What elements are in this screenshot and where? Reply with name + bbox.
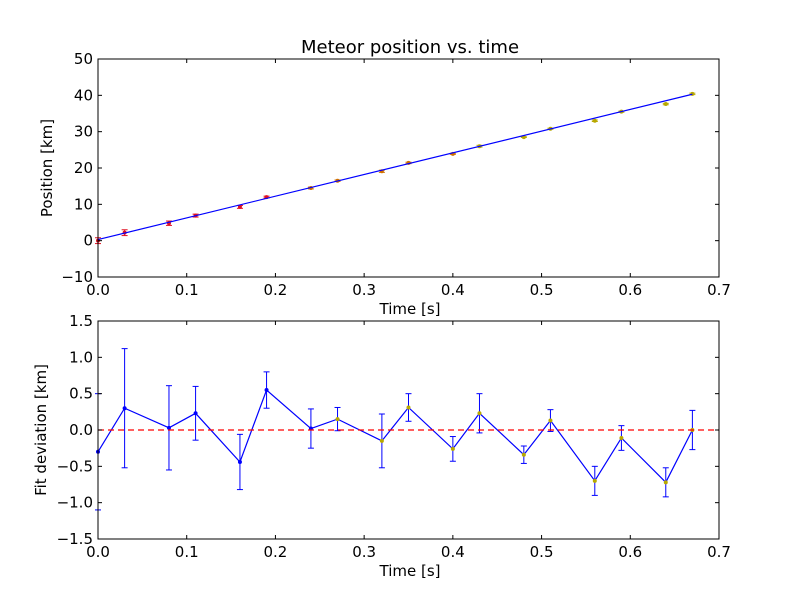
deviation-y-tick-label: 1.5 [69,312,93,330]
deviation-point [592,478,597,483]
position-y-tick-label: 10 [74,195,93,213]
position-point [690,91,695,96]
deviation-point [663,480,668,485]
deviation-point [477,411,482,416]
position-point [592,118,597,123]
position-x-tick-label: 0.5 [530,281,554,299]
position-point [237,204,242,209]
position-x-tick-label: 0.6 [618,281,642,299]
deviation-point [406,405,411,410]
position-y-tick-label: 40 [74,86,93,104]
deviation-x-tick-label: 0.7 [707,543,731,561]
deviation-plot-y-axis-label: Fit deviation [km] [32,364,50,496]
deviation-y-tick-label: 1.0 [69,348,93,366]
deviation-plot-ticks: 0.0 0.1 0.2 0.3 0.4 0.5 0.6 0.7 −1.5 −1.0 −0.5 0.0 0… [57,312,731,561]
deviation-point [237,459,242,464]
deviation-y-tick-label: −1.5 [57,530,93,548]
position-x-tick-label: 0.0 [86,281,110,299]
deviation-point [166,425,171,430]
position-x-tick-label: 0.2 [263,281,287,299]
deviation-x-tick-label: 0.4 [441,543,465,561]
deviation-x-tick-label: 0.1 [175,543,199,561]
deviation-point [521,452,526,457]
position-y-tick-label: 20 [74,159,93,177]
deviation-point [193,411,198,416]
deviation-x-tick-label: 0.0 [86,543,110,561]
position-plot-y-axis-label: Position [km] [38,119,56,217]
deviation-x-tick-label: 0.2 [263,543,287,561]
position-y-tick-label: 30 [74,123,93,141]
deviation-series-line [97,389,693,484]
position-x-tick-label: 0.3 [352,281,376,299]
linear-fit-line [97,93,693,241]
deviation-plot-x-axis-label: Time [s] [379,562,441,580]
deviation-y-tick-label: −0.5 [57,457,93,475]
position-x-tick-label: 0.4 [441,281,465,299]
deviation-point [122,406,127,411]
position-plot: Meteor position vs. time 0.0 0.1 0.2 0.3 0.4… [38,37,731,318]
deviation-point [335,417,340,422]
chart-title: Meteor position vs. time [301,37,519,58]
deviation-point [450,446,455,451]
deviation-x-tick-label: 0.6 [618,543,642,561]
position-y-tick-label: 50 [74,50,93,68]
position-plot-content [95,91,696,245]
deviation-y-tick-label: 0.0 [69,421,93,439]
position-point [663,102,668,107]
deviation-x-tick-label: 0.5 [530,543,554,561]
deviation-plot: 0.0 0.1 0.2 0.3 0.4 0.5 0.6 0.7 −1.5 −1.0 −0.5 0.0 0… [32,312,731,580]
position-y-tick-label: 0 [83,232,93,250]
position-x-tick-label: 0.1 [175,281,199,299]
deviation-point [619,435,624,440]
deviation-x-tick-label: 0.3 [352,543,376,561]
position-x-tick-label: 0.7 [707,281,731,299]
deviation-y-tick-label: −1.0 [57,494,93,512]
position-plot-x-axis-label: Time [s] [379,300,441,318]
position-y-tick-label: −10 [61,268,93,286]
deviation-point [548,418,553,423]
deviation-point [379,438,384,443]
position-plot-ticks: 0.0 0.1 0.2 0.3 0.4 0.5 0.6 0.7 −10 0 10 20 30 40 50 [61,50,731,299]
deviation-point [264,388,269,393]
deviation-y-tick-label: 0.5 [69,385,93,403]
deviation-plot-content [95,348,719,511]
